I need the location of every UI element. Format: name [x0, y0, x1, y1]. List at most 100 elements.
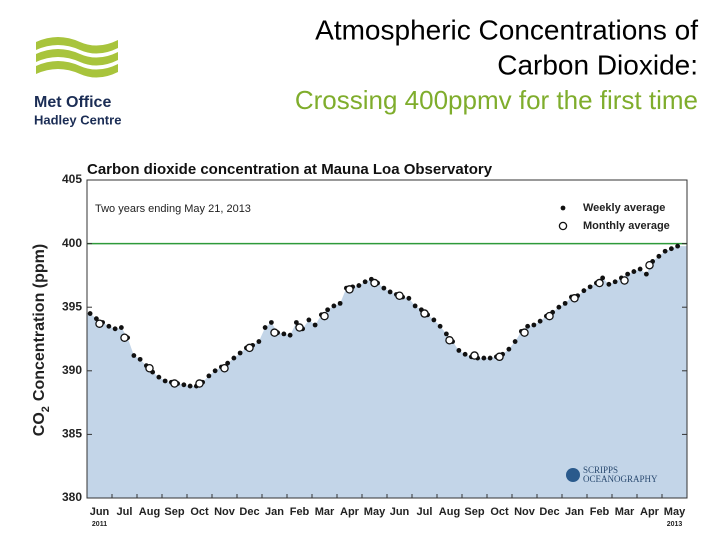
weekly-point [256, 339, 262, 344]
monthly-point [645, 260, 654, 270]
weekly-point [443, 331, 449, 337]
weekly-point [381, 285, 387, 291]
weekly-point [118, 325, 124, 330]
weekly-point [531, 322, 537, 328]
weekly-point [106, 323, 112, 329]
weekly-point [187, 383, 193, 389]
weekly-point [225, 360, 231, 366]
y-tick-label: 385 [62, 427, 82, 441]
weekly-point [625, 271, 631, 277]
weekly-point [281, 331, 287, 337]
weekly-point [643, 271, 649, 277]
weekly-point [631, 269, 637, 274]
monthly-point [95, 319, 104, 328]
x-tick-label: Sep [464, 506, 484, 518]
weekly-point [431, 317, 437, 323]
weekly-point [162, 378, 168, 384]
weekly-point [131, 353, 137, 358]
chart-title: Carbon dioxide concentration at Mauna Lo… [87, 161, 493, 178]
x-tick-label: Aug [139, 506, 160, 518]
weekly-point [412, 303, 418, 309]
monthly-point [345, 285, 354, 294]
weekly-point [206, 373, 212, 379]
y-tick-label: 390 [62, 363, 82, 377]
annotation: Two years ending May 21, 2013 [95, 203, 251, 215]
monthly-point [395, 291, 404, 301]
weekly-point [212, 368, 218, 374]
weekly-point [112, 326, 118, 332]
x-tick-label: Dec [539, 506, 559, 518]
weekly-point [675, 243, 681, 249]
weekly-point [287, 332, 293, 338]
logo-text: Met Office [34, 94, 111, 111]
slide-title: Atmospheric Concentrations of [315, 14, 698, 45]
weekly-point [293, 320, 299, 325]
weekly-point [656, 253, 662, 259]
weekly-point [262, 325, 268, 330]
weekly-point [437, 323, 443, 329]
monthly-point [320, 311, 329, 321]
source-logo-text: OCEANOGRAPHY [583, 474, 658, 484]
weekly-point [337, 300, 343, 306]
x-tick-label: Aug [439, 506, 460, 518]
slide-title: Carbon Dioxide: [497, 49, 698, 80]
weekly-point [562, 300, 568, 306]
x-tick-label: Apr [640, 506, 660, 518]
y-axis-label-part: Concentration (ppm) [31, 244, 48, 401]
weekly-point [487, 355, 493, 361]
y-tick-label: 405 [62, 172, 82, 186]
weekly-point [637, 266, 643, 272]
y-tick-label: 395 [62, 299, 82, 313]
x-tick-label: Apr [340, 506, 360, 518]
weekly-point [668, 246, 674, 252]
weekly-point [231, 355, 237, 361]
x-year-label: 2011 [92, 521, 107, 528]
monthly-point [120, 333, 129, 342]
y-axis-label-part: CO [31, 412, 48, 436]
logo-waves [36, 37, 118, 78]
monthly-point [570, 294, 579, 303]
weekly-point [87, 311, 93, 316]
weekly-point [356, 283, 362, 288]
x-tick-label: Mar [315, 506, 335, 518]
y-axis-label: CO2 Concentration (ppm) [31, 244, 52, 436]
weekly-point [325, 307, 331, 313]
monthly-point [595, 278, 604, 288]
monthly-point [370, 278, 379, 288]
weekly-point [537, 318, 543, 324]
monthly-point [495, 352, 504, 362]
weekly-point [456, 348, 462, 353]
weekly-point [481, 355, 487, 361]
monthly-point [620, 276, 629, 285]
monthly-point [145, 364, 154, 373]
weekly-point [512, 339, 518, 344]
legend-marker [558, 221, 568, 231]
weekly-point [93, 316, 99, 322]
source-logo-text: SCRIPPS [583, 465, 618, 475]
weekly-point [137, 356, 143, 362]
weekly-point [581, 288, 587, 294]
area [87, 246, 687, 498]
weekly-point [556, 304, 562, 310]
monthly-point [420, 309, 429, 318]
monthly-point [220, 364, 229, 373]
x-tick-label: Jul [117, 506, 133, 518]
weekly-point [662, 248, 668, 254]
monthly-point [245, 343, 254, 353]
x-tick-label: Feb [590, 506, 610, 518]
monthly-point [270, 328, 279, 337]
weekly-point [525, 323, 531, 329]
logo-text: Hadley Centre [34, 112, 121, 127]
x-tick-label: Jan [265, 506, 284, 518]
x-tick-label: Jul [417, 506, 433, 518]
x-tick-label: May [364, 506, 386, 518]
weekly-point [606, 281, 612, 287]
x-tick-label: Jun [390, 506, 410, 518]
x-tick-label: Nov [214, 506, 236, 518]
x-tick-label: Sep [164, 506, 184, 518]
weekly-point [306, 317, 312, 323]
x-year-label: 2013 [667, 521, 683, 528]
weekly-point [268, 320, 274, 325]
weekly-point [237, 350, 243, 356]
